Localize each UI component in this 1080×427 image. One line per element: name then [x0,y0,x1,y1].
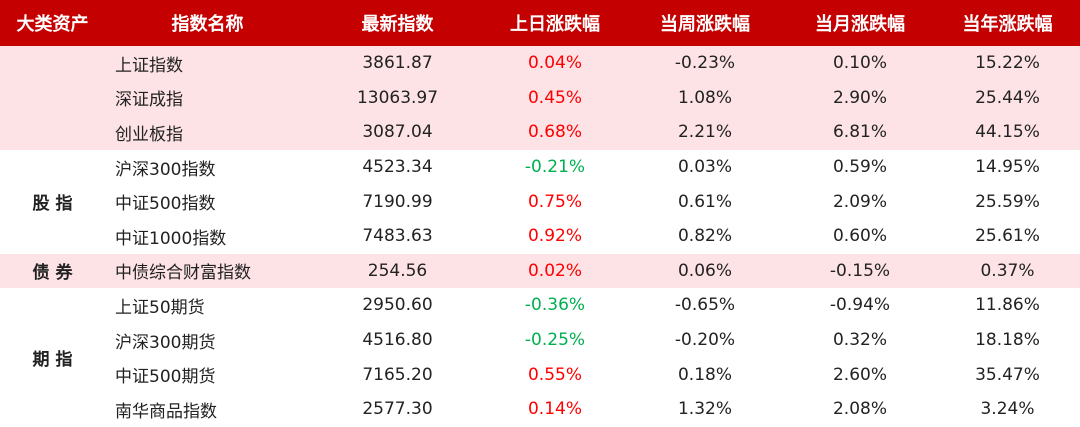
value-cell: 25.61% [975,226,1040,247]
value-cell: 0.03% [677,157,732,178]
value-cell: 11.86% [975,295,1040,316]
header-cell: 当月涨跌幅 [785,0,935,46]
value-cell: 4523.34 [362,157,433,178]
value-cell: 0.82% [677,226,732,247]
value-cell: 0.75% [527,191,582,212]
index-name: 沪深300指数 [115,159,216,180]
header-cell: 当周涨跌幅 [625,0,785,46]
value-cell: 14.95% [975,157,1040,178]
group-band [0,253,1080,289]
value-cell: 1.32% [677,399,732,420]
value-cell: -0.25% [524,330,586,351]
index-name: 上证指数 [115,55,183,76]
index-name: 中证500期货 [115,367,216,388]
value-cell: 0.68% [527,122,582,143]
value-cell: 35.47% [975,364,1040,385]
value-cell: 7483.63 [362,226,433,247]
value-cell: 7165.20 [362,364,433,385]
value-cell: 2.21% [677,122,732,143]
value-cell: 0.14% [527,399,582,420]
value-cell: -0.20% [674,330,736,351]
value-cell: 18.18% [975,330,1040,351]
header-cell: 最新指数 [310,0,485,46]
value-cell: 2577.30 [362,399,433,420]
index-name: 创业板指 [115,124,183,145]
value-cell: -0.94% [829,295,891,316]
header-cell: 指数名称 [105,0,310,46]
value-cell: 2.60% [832,364,887,385]
value-cell: 0.45% [527,87,582,108]
value-cell: 0.02% [527,260,582,281]
group-label: 股 指 [32,194,73,215]
value-cell: 1.08% [677,87,732,108]
value-cell: 2.90% [832,87,887,108]
value-cell: 0.10% [832,53,887,74]
value-cell: 2950.60 [362,295,433,316]
group-label: 期 指 [32,349,73,370]
index-name: 沪深300期货 [115,332,216,353]
value-cell: 13063.97 [356,87,439,108]
value-cell: 0.37% [980,260,1035,281]
value-cell: 44.15% [975,122,1040,143]
index-name: 中证500指数 [115,194,216,215]
group-label: 债 券 [32,263,73,284]
value-cell: 3.24% [980,399,1035,420]
value-cell: 15.22% [975,53,1040,74]
group-band [0,46,1080,150]
value-cell: 0.04% [527,53,582,74]
value-cell: 2.09% [832,191,887,212]
header-cell: 当年涨跌幅 [935,0,1080,46]
value-cell: 0.60% [832,226,887,247]
value-cell: 2.08% [832,399,887,420]
value-cell: -0.21% [524,157,586,178]
value-cell: 0.32% [832,330,887,351]
index-name: 上证50期货 [115,297,205,318]
index-name: 深证成指 [115,90,183,111]
value-cell: -0.65% [674,295,736,316]
index-name: 中债综合财富指数 [115,263,251,284]
value-cell: 0.59% [832,157,887,178]
value-cell: -0.23% [674,53,736,74]
value-cell: 7190.99 [362,191,433,212]
value-cell: 0.61% [677,191,732,212]
value-cell: 0.55% [527,364,582,385]
value-cell: 254.56 [367,260,428,281]
index-name: 中证1000指数 [115,228,227,249]
value-cell: 0.92% [527,226,582,247]
index-name: 南华商品指数 [115,401,217,422]
header-cell: 上日涨跌幅 [485,0,625,46]
value-cell: -0.15% [829,260,891,281]
value-cell: 3087.04 [362,122,433,143]
value-cell: 0.18% [677,364,732,385]
value-cell: 3861.87 [362,53,433,74]
value-cell: 25.59% [975,191,1040,212]
value-cell: 25.44% [975,87,1040,108]
value-cell: 4516.80 [362,330,433,351]
value-cell: 6.81% [832,122,887,143]
value-cell: -0.36% [524,295,586,316]
value-cell: 0.06% [677,260,732,281]
header-cell: 大类资产 [0,0,105,46]
